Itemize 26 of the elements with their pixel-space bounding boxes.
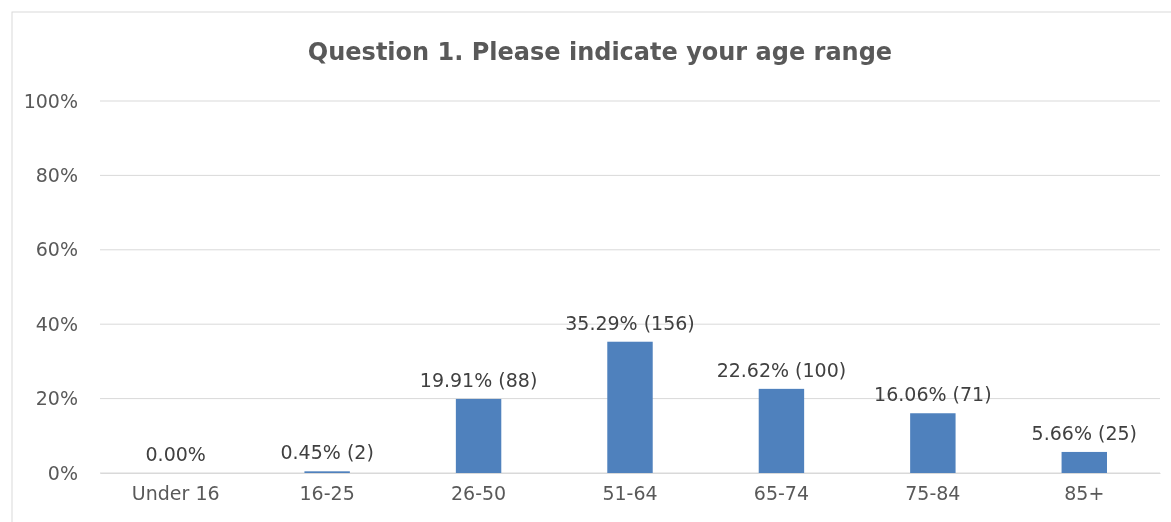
data-label: 35.29% (156) bbox=[565, 311, 695, 334]
chart-title: Question 1. Please indicate your age range bbox=[307, 38, 893, 66]
x-tick-label: 26-50 bbox=[450, 482, 507, 505]
y-tick-label: 0% bbox=[47, 461, 78, 484]
y-tick-label: 60% bbox=[35, 238, 78, 261]
y-tick-label: 100% bbox=[23, 89, 78, 112]
data-label: 0.00% bbox=[145, 443, 206, 465]
x-tick-label: Under 16 bbox=[131, 482, 220, 505]
data-label: 16.06% (71) bbox=[874, 383, 992, 406]
x-tick-label: 65-74 bbox=[753, 482, 810, 505]
bar bbox=[455, 398, 502, 473]
x-tick-label: 75-84 bbox=[905, 482, 961, 505]
x-tick-label: 85+ bbox=[1064, 482, 1105, 505]
y-tick-label: 20% bbox=[35, 387, 78, 410]
bar bbox=[910, 413, 956, 473]
data-label: 0.45% (2) bbox=[280, 441, 374, 464]
x-tick-label: 16-25 bbox=[299, 482, 355, 505]
bar bbox=[607, 341, 653, 473]
bar bbox=[1061, 451, 1107, 473]
x-tick-label: 51-64 bbox=[602, 482, 658, 505]
data-label: 22.62% (100) bbox=[716, 358, 847, 381]
y-tick-label: 80% bbox=[35, 163, 78, 186]
data-label: 5.66% (25) bbox=[1031, 421, 1137, 444]
bar bbox=[758, 388, 805, 473]
data-label: 19.91% (88) bbox=[419, 368, 538, 391]
y-tick-label: 40% bbox=[35, 312, 78, 335]
